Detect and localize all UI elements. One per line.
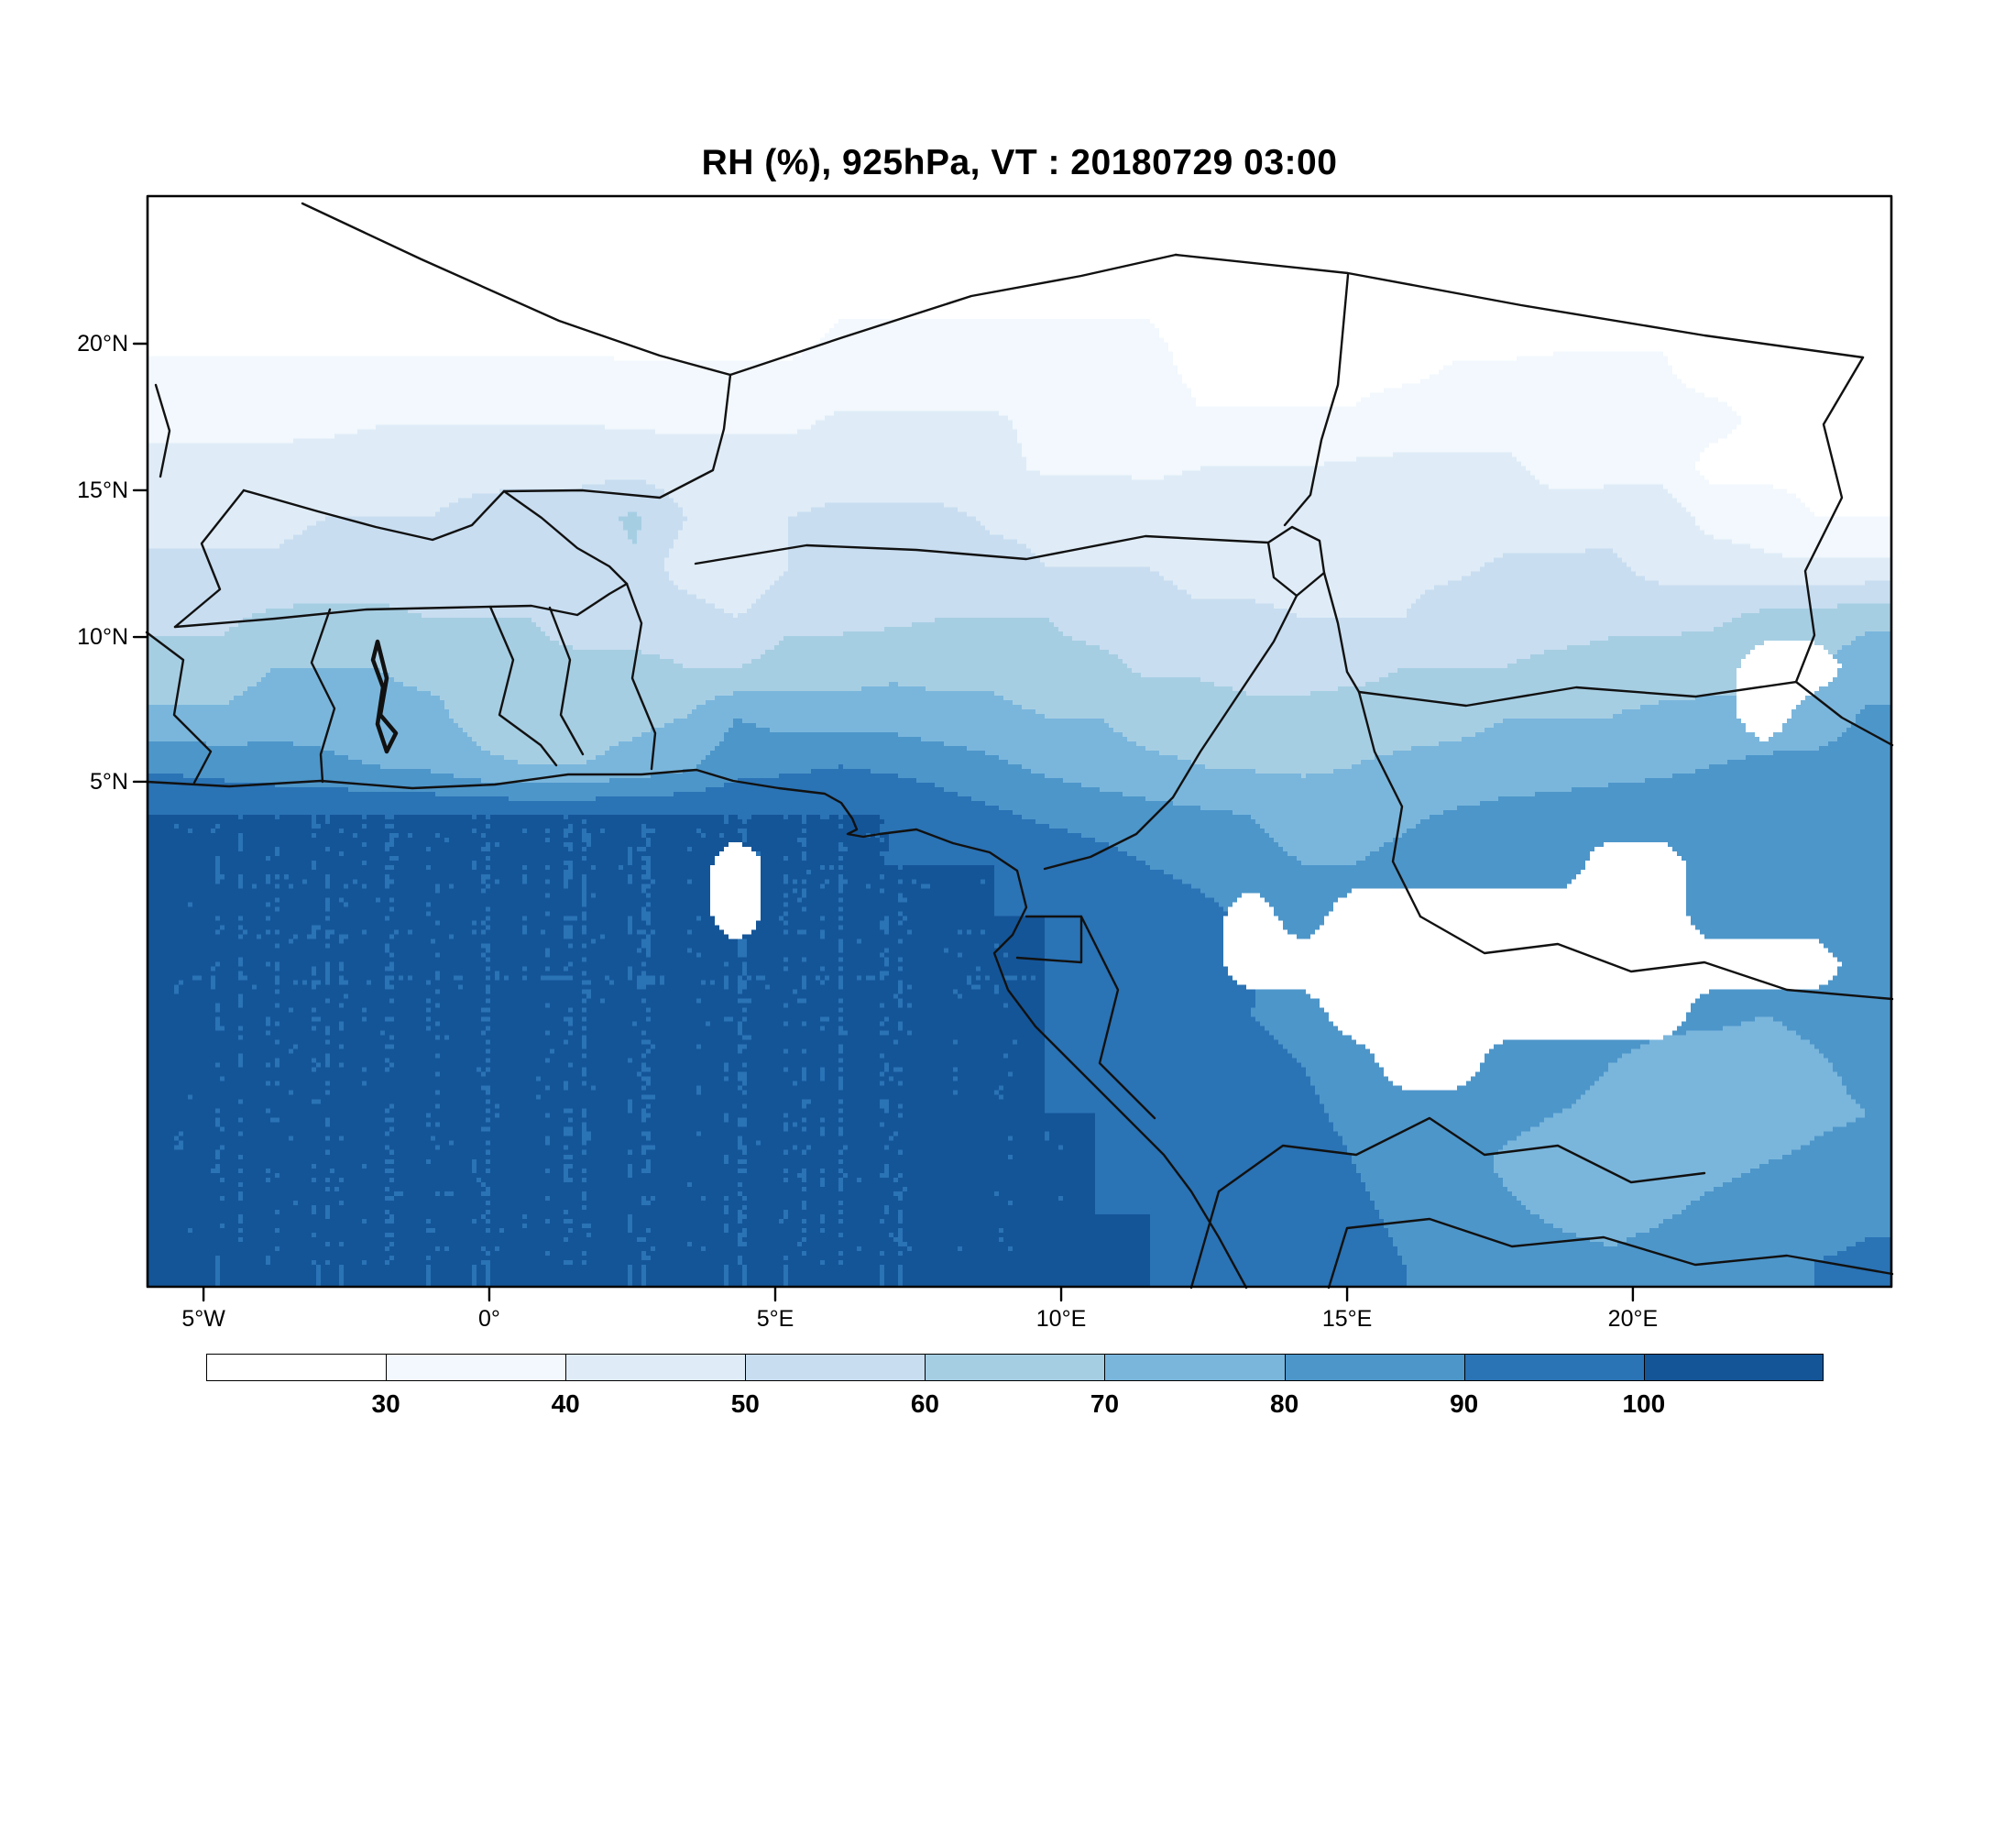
colorbar-segment	[1284, 1354, 1464, 1381]
lat-tick-label: 20°N	[77, 330, 128, 357]
lon-tick-label: 20°E	[1607, 1306, 1659, 1332]
border-ghana-togo	[488, 605, 558, 767]
border-chad-car	[1357, 680, 1798, 708]
border-mauritania-mali	[154, 383, 171, 478]
colorbar-segment	[565, 1354, 746, 1381]
lat-tick-label: 10°N	[77, 624, 128, 651]
colorbar-tick-label: 90	[1450, 1389, 1479, 1418]
border-liberia-ivorycoast	[145, 631, 213, 785]
border-mali-niger	[502, 373, 732, 499]
lat-tick-label: 5°N	[90, 768, 128, 795]
lake-volta	[370, 639, 399, 754]
rh-field-canvas	[147, 195, 1892, 1288]
colorbar	[206, 1354, 1824, 1381]
border-algeria-mali	[301, 202, 732, 377]
border-benin-nigeria	[625, 582, 657, 771]
colorbar-segment	[925, 1354, 1105, 1381]
border-togo-benin	[548, 606, 585, 756]
colorbar-segment	[1104, 1354, 1285, 1381]
lon-tick-label: 10°E	[1035, 1306, 1087, 1332]
lon-tick-label: 5°E	[756, 1306, 794, 1332]
colorbar-tick-label: 40	[551, 1389, 580, 1418]
colorbar-segment	[1463, 1354, 1644, 1381]
border-libya-chad-top	[1174, 253, 1865, 359]
lat-tick-label: 15°N	[77, 477, 128, 503]
country-borders	[132, 194, 1894, 1302]
border-chad-sudan	[1794, 356, 1865, 684]
border-eq-guinea	[1015, 915, 1083, 964]
border-congo-drc	[1189, 1116, 1706, 1290]
colorbar-segment	[206, 1354, 387, 1381]
colorbar-tick-label: 70	[1090, 1389, 1120, 1418]
chart-title: RH (%), 925hPa, VT : 20180729 03:00	[701, 143, 1338, 182]
border-niger-chad	[1283, 273, 1350, 527]
border-cameroon-car	[1357, 690, 1422, 918]
colorbar-segment	[386, 1354, 566, 1381]
lon-tick-label: 15°E	[1321, 1306, 1373, 1332]
border-niger-nigeria	[694, 534, 1270, 565]
border-car-sudan	[1794, 680, 1894, 747]
colorbar-tick-label: 100	[1622, 1389, 1666, 1418]
colorbar-segment	[1643, 1354, 1824, 1381]
colorbar-tick-label: 50	[730, 1389, 760, 1418]
colorbar-tick-label: 60	[910, 1389, 939, 1418]
axis-ticks	[132, 342, 1635, 1302]
border-ivorycoast-ghana	[310, 608, 336, 784]
border-mali-ivorycoast	[173, 488, 246, 629]
border-burkina-south	[173, 582, 629, 629]
border-mali-burkina	[242, 488, 506, 542]
border-burkina-niger	[502, 489, 629, 586]
border-nigeria-cameroon	[1043, 594, 1298, 871]
border-cameroon-chad	[1322, 571, 1361, 694]
coastline	[145, 768, 1248, 1290]
colorbar-tick-label: 80	[1270, 1389, 1299, 1418]
lon-tick-label: 5°W	[181, 1306, 225, 1332]
lake-chad	[1266, 525, 1326, 598]
map-area: 20°N 15°N 10°N 5°N 5°W 0° 5°E 10°E 15°E 20°E	[77, 194, 1894, 1332]
border-algeria-niger	[729, 253, 1178, 377]
border-gabon-congo	[1079, 915, 1156, 1120]
border-car-drc	[1419, 915, 1894, 1001]
border-drc-angola	[1327, 1217, 1894, 1290]
colorbar-segment	[745, 1354, 926, 1381]
colorbar-tick-label: 30	[371, 1389, 400, 1418]
lon-tick-label: 0°	[477, 1306, 500, 1332]
map-frame	[146, 194, 1893, 1289]
